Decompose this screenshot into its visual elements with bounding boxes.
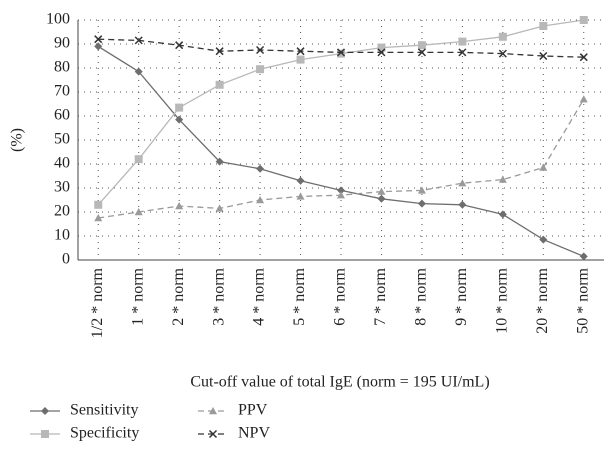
- marker: [377, 187, 386, 195]
- marker: [417, 48, 426, 57]
- x-tick-label: 1/2 * norm: [89, 267, 106, 338]
- marker: [215, 157, 224, 166]
- marker: [209, 407, 217, 415]
- marker: [256, 45, 265, 55]
- x-tick-label: 4 * norm: [251, 267, 268, 325]
- legend-label: NPV: [238, 425, 270, 442]
- marker: [337, 49, 345, 58]
- marker: [579, 252, 588, 261]
- marker: [579, 95, 588, 103]
- y-tick-label: 0: [62, 251, 70, 268]
- y-tick-label: 100: [46, 11, 70, 28]
- marker: [296, 47, 305, 56]
- marker: [417, 199, 426, 208]
- marker: [94, 200, 103, 209]
- y-tick-label: 10: [54, 227, 70, 244]
- marker: [539, 51, 548, 61]
- legend-label: Sensitivity: [70, 402, 138, 419]
- marker: [498, 210, 507, 219]
- marker: [498, 175, 507, 183]
- marker: [498, 49, 507, 58]
- marker: [417, 41, 426, 50]
- marker: [458, 37, 467, 46]
- marker: [134, 155, 143, 164]
- marker: [539, 163, 548, 171]
- marker: [94, 214, 103, 222]
- marker: [296, 55, 305, 64]
- marker: [215, 47, 224, 56]
- marker: [498, 32, 507, 41]
- x-tick-label: 1 * norm: [129, 267, 146, 325]
- marker: [256, 196, 265, 204]
- marker: [539, 235, 548, 244]
- marker: [579, 53, 588, 62]
- y-tick-label: 40: [54, 155, 70, 172]
- y-tick-label: 20: [54, 203, 70, 220]
- marker: [458, 48, 467, 57]
- x-tick-label: 3 * norm: [210, 267, 227, 325]
- marker: [377, 194, 386, 203]
- x-axis-label: Cut-off value of total IgE (norm = 195 U…: [190, 374, 489, 391]
- marker: [41, 430, 49, 438]
- marker: [134, 36, 143, 45]
- x-tick-label: 2 * norm: [170, 267, 187, 325]
- marker: [337, 191, 345, 199]
- marker: [208, 429, 218, 439]
- marker: [539, 22, 548, 30]
- y-tick-label: 80: [54, 59, 70, 76]
- y-tick-label: 90: [54, 35, 70, 52]
- x-tick-label: 8 * norm: [413, 267, 430, 325]
- marker: [458, 179, 467, 187]
- marker: [215, 80, 224, 89]
- marker: [336, 48, 346, 57]
- y-tick-label: 70: [54, 83, 70, 100]
- marker: [458, 200, 467, 209]
- marker: [175, 41, 184, 50]
- y-axis-label: (%): [9, 128, 26, 152]
- x-tick-label: 5 * norm: [291, 267, 308, 325]
- legend-label: PPV: [238, 402, 268, 419]
- marker: [175, 202, 184, 210]
- y-tick-label: 60: [54, 107, 70, 124]
- marker: [134, 67, 143, 76]
- marker: [579, 16, 588, 24]
- marker: [417, 186, 426, 194]
- marker: [337, 186, 345, 195]
- marker: [215, 204, 224, 212]
- marker: [134, 208, 143, 216]
- series-line: [97, 19, 584, 206]
- marker: [256, 164, 265, 173]
- y-tick-label: 50: [54, 131, 70, 148]
- marker: [296, 176, 305, 185]
- x-tick-label: 10 * norm: [494, 267, 511, 333]
- x-tick-label: 9 * norm: [453, 267, 470, 325]
- marker: [41, 407, 49, 415]
- marker: [377, 48, 386, 57]
- marker: [94, 35, 103, 44]
- marker: [94, 42, 103, 51]
- y-tick-label: 30: [54, 179, 70, 196]
- x-tick-label: 50 * norm: [574, 267, 591, 333]
- marker: [296, 192, 305, 200]
- marker: [175, 115, 184, 124]
- x-tick-label: 20 * norm: [534, 267, 551, 333]
- marker: [256, 65, 265, 74]
- x-tick-label: 6 * norm: [332, 267, 349, 325]
- marker: [377, 43, 386, 52]
- marker: [175, 103, 184, 112]
- x-tick-label: 7 * norm: [372, 267, 389, 325]
- legend-label: Specificity: [70, 425, 139, 442]
